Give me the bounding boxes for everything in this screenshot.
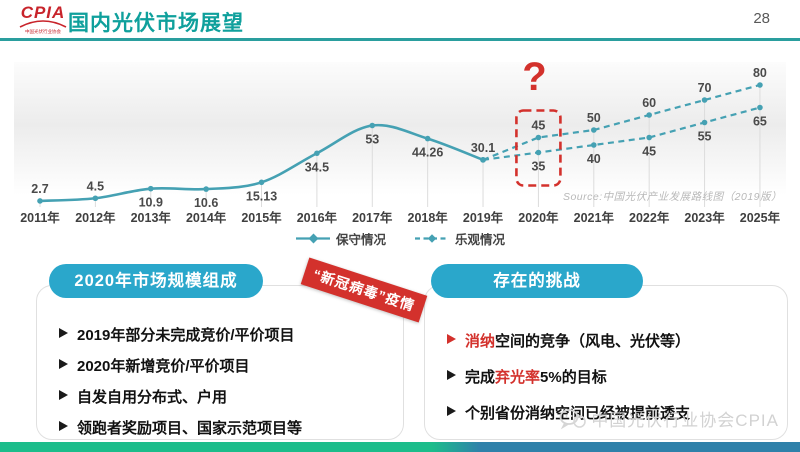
list-item-text: 消纳空间的竞争（风电、光伏等） xyxy=(465,333,691,350)
bullet-arrow-icon xyxy=(59,328,68,338)
legend-label-conservative: 保守情况 xyxy=(335,233,386,247)
cpia-logo-arc-icon xyxy=(19,20,67,28)
svg-text:2020年: 2020年 xyxy=(518,210,559,225)
svg-text:30.1: 30.1 xyxy=(471,141,495,155)
svg-text:45: 45 xyxy=(531,119,545,133)
svg-text:2025年: 2025年 xyxy=(740,210,781,225)
watermark: 中国光伏行业协会CPIA xyxy=(559,406,779,431)
svg-text:15.13: 15.13 xyxy=(246,189,277,203)
svg-text:2019年: 2019年 xyxy=(463,210,504,225)
header-divider xyxy=(0,38,800,41)
footer-bar xyxy=(0,442,800,452)
svg-text:80: 80 xyxy=(753,66,767,80)
chart-legend: 保守情况 乐观情况 xyxy=(0,229,800,248)
bullet-arrow-icon xyxy=(447,406,456,416)
list-item-text: 领跑者奖励项目、国家示范项目等 xyxy=(77,420,303,437)
challenges-title: 存在的挑战 xyxy=(431,264,643,298)
svg-text:60: 60 xyxy=(642,96,656,110)
chart-source: Source:中国光伏产业发展路线图（2019版） xyxy=(562,191,782,203)
wechat-icon xyxy=(559,408,587,429)
svg-text:2018年: 2018年 xyxy=(408,210,449,225)
bullet-arrow-icon xyxy=(447,370,456,380)
bullet-arrow-icon xyxy=(59,390,68,400)
svg-text:2012年: 2012年 xyxy=(75,210,116,225)
list-item-text: 自发自用分布式、户用 xyxy=(77,389,228,406)
svg-text:45: 45 xyxy=(642,145,656,159)
svg-text:2017年: 2017年 xyxy=(352,210,393,225)
svg-text:34.5: 34.5 xyxy=(305,160,329,174)
market-outlook-chart: 2.7 4.5 10.9 10.6 15.13 34.5 53 44.26 30.1 35 40 45… xyxy=(20,55,781,225)
list-item: 领跑者奖励项目、国家示范项目等 xyxy=(59,417,395,438)
challenges-list: 消纳空间的竞争（风电、光伏等） 完成弃光率5%的目标 个别省份消纳空间已经被提前透支 xyxy=(447,330,779,438)
cpia-logo-subtext: 中国光伏行业协会 xyxy=(24,29,61,35)
list-item: 完成弃光率5%的目标 xyxy=(447,366,779,387)
market-composition-panel: 2020年市场规模组成 2019年部分未完成竞价/平价项目 2020年新增竞价/平… xyxy=(36,264,404,440)
svg-text:2016年: 2016年 xyxy=(297,210,338,225)
svg-text:2.7: 2.7 xyxy=(31,182,48,196)
challenges-panel: 存在的挑战 消纳空间的竞争（风电、光伏等） 完成弃光率5%的目标 个别省份消纳空间已… xyxy=(424,264,788,440)
legend-item-optimistic: 乐观情况 xyxy=(414,229,505,248)
bullet-arrow-icon xyxy=(447,334,456,344)
svg-text:55: 55 xyxy=(698,130,712,144)
market-composition-title: 2020年市场规模组成 xyxy=(49,264,263,298)
list-item-text: 2019年部分未完成竞价/平价项目 xyxy=(77,327,295,344)
svg-text:4.5: 4.5 xyxy=(87,179,104,193)
legend-item-conservative: 保守情况 xyxy=(295,229,386,248)
chart-background xyxy=(14,62,786,202)
svg-text:2013年: 2013年 xyxy=(131,210,172,225)
svg-text:53: 53 xyxy=(365,133,379,147)
svg-text:40: 40 xyxy=(587,152,601,166)
list-item: 消纳空间的竞争（风电、光伏等） xyxy=(447,330,779,351)
market-composition-list: 2019年部分未完成竞价/平价项目 2020年新增竞价/平价项目 自发自用分布式、户… xyxy=(59,324,395,448)
list-item-text: 完成弃光率5%的目标 xyxy=(465,369,607,386)
bullet-arrow-icon xyxy=(59,421,68,431)
list-item: 自发自用分布式、户用 xyxy=(59,386,395,407)
svg-text:70: 70 xyxy=(698,81,712,95)
svg-text:2011年: 2011年 xyxy=(20,210,60,225)
svg-text:2014年: 2014年 xyxy=(186,210,227,225)
legend-solid-line-icon xyxy=(295,233,330,244)
list-item: 2019年部分未完成竞价/平价项目 xyxy=(59,324,395,345)
svg-text:2023年: 2023年 xyxy=(684,210,725,225)
legend-dashed-line-icon xyxy=(415,234,449,243)
cpia-logo-text: CPIA xyxy=(20,3,66,22)
svg-text:2021年: 2021年 xyxy=(574,210,615,225)
list-item-text: 2020年新增竞价/平价项目 xyxy=(77,358,250,375)
svg-text:10.9: 10.9 xyxy=(139,196,163,210)
svg-text:10.6: 10.6 xyxy=(194,196,218,210)
bullet-arrow-icon xyxy=(59,359,68,369)
page-number: 28 xyxy=(753,10,770,27)
svg-text:2015年: 2015年 xyxy=(241,210,282,225)
watermark-text: 中国光伏行业协会CPIA xyxy=(591,411,779,430)
svg-text:2022年: 2022年 xyxy=(629,210,670,225)
svg-text:35: 35 xyxy=(531,160,545,174)
page-title: 国内光伏市场展望 xyxy=(68,12,244,35)
list-item: 2020年新增竞价/平价项目 xyxy=(59,355,395,376)
svg-text:?: ? xyxy=(522,55,546,99)
legend-label-optimistic: 乐观情况 xyxy=(455,233,506,247)
svg-text:50: 50 xyxy=(587,111,601,125)
svg-text:44.26: 44.26 xyxy=(412,146,443,160)
svg-text:65: 65 xyxy=(753,115,767,129)
cpia-logo: CPIA 中国光伏行业协会 xyxy=(16,4,70,35)
